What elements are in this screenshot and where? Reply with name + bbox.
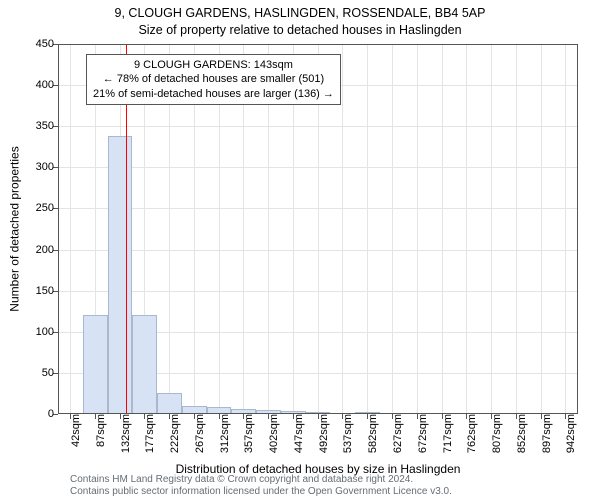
footer-attribution: Contains HM Land Registry data © Crown c…: [70, 474, 590, 498]
xtick-label: 357sqm: [239, 414, 255, 453]
ytick-label: 100: [36, 326, 58, 338]
footer-line-1: Contains HM Land Registry data © Crown c…: [70, 474, 590, 486]
xtick-label: 267sqm: [190, 414, 206, 453]
annotation-line-2: ← 78% of detached houses are smaller (50…: [93, 72, 334, 86]
ytick-label: 350: [36, 120, 58, 132]
xtick-label: 492sqm: [314, 414, 330, 453]
xtick-label: 897sqm: [537, 414, 553, 453]
chart-title: 9, CLOUGH GARDENS, HASLINGDEN, ROSSENDAL…: [0, 6, 600, 22]
xtick-label: 402sqm: [264, 414, 280, 453]
xtick-label: 222sqm: [165, 414, 181, 453]
annotation-line-3: 21% of semi-detached houses are larger (…: [93, 87, 334, 101]
xtick-label: 627sqm: [388, 414, 404, 453]
ytick-label: 400: [36, 79, 58, 91]
xtick-label: 672sqm: [413, 414, 429, 453]
xtick-label: 447sqm: [289, 414, 305, 453]
ytick-label: 200: [36, 244, 58, 256]
xtick-label: 87sqm: [91, 414, 107, 447]
plot-area: 05010015020025030035040045042sqm87sqm132…: [58, 44, 578, 414]
xtick-label: 132sqm: [116, 414, 132, 453]
ytick-label: 450: [36, 38, 58, 50]
xtick-label: 42sqm: [66, 414, 82, 447]
y-axis-label: Number of detached properties: [8, 44, 22, 414]
xtick-label: 312sqm: [215, 414, 231, 453]
xtick-label: 177sqm: [140, 414, 156, 453]
xtick-label: 852sqm: [512, 414, 528, 453]
annotation-box: 9 CLOUGH GARDENS: 143sqm ← 78% of detach…: [86, 54, 341, 105]
ytick-label: 150: [36, 285, 58, 297]
chart-subtitle: Size of property relative to detached ho…: [0, 23, 600, 37]
annotation-line-1: 9 CLOUGH GARDENS: 143sqm: [93, 58, 334, 72]
xtick-label: 717sqm: [438, 414, 454, 453]
xtick-label: 942sqm: [561, 414, 577, 453]
xtick-label: 537sqm: [338, 414, 354, 453]
ytick-label: 50: [42, 367, 58, 379]
xtick-label: 582sqm: [363, 414, 379, 453]
xtick-label: 762sqm: [462, 414, 478, 453]
footer-line-2: Contains public sector information licen…: [70, 486, 590, 498]
ytick-label: 0: [48, 408, 58, 420]
ytick-label: 250: [36, 202, 58, 214]
ytick-label: 300: [36, 161, 58, 173]
xtick-label: 807sqm: [487, 414, 503, 453]
